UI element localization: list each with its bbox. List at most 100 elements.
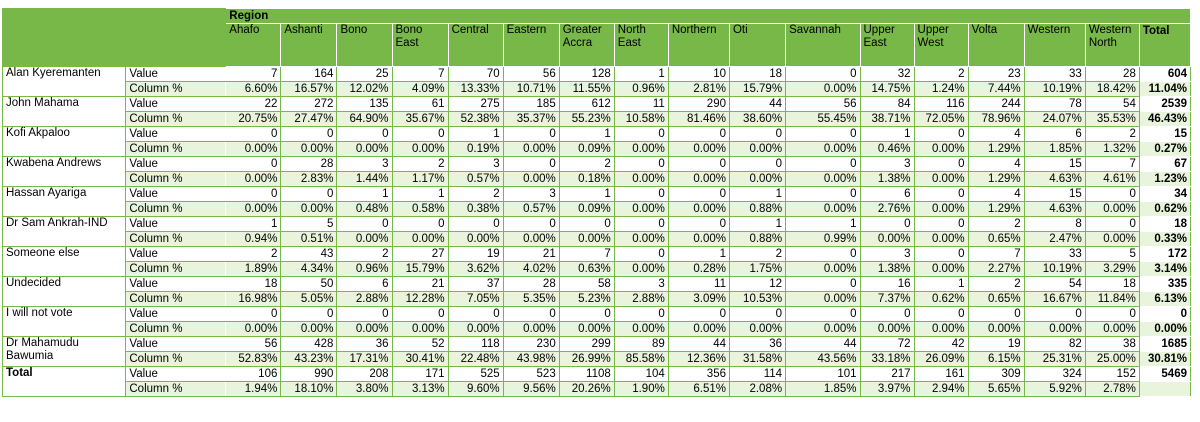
percent-cell: 1.85% [785,381,861,397]
value-cell: 1 [728,216,787,232]
value-cell: 44 [785,336,861,352]
percent-cell: 0.58% [391,201,449,217]
percent-cell: 0.65% [967,291,1025,307]
region-header: Western [1023,23,1086,67]
percent-cell: 0.00% [391,141,449,157]
percent-cell: 0.00% [913,201,969,217]
percent-cell: 0.00% [613,201,669,217]
value-cell: 36 [728,336,787,352]
table-row: Kofi Akpaloo Value 0 0 0 0 1 0 1 0 0 0 0 1 0 4 6 2 15 [1,126,1192,157]
value-cell: 2 [967,216,1025,232]
percent-cell: 4.02% [502,261,560,277]
percent-cell: 15.79% [391,261,449,277]
percent-cell: 13.33% [447,81,504,97]
percent-cell: 27.47% [280,111,338,127]
value-cell: 2 [728,246,787,262]
value-cell: 2 [225,246,282,262]
table-row: Alan Kyeremanten Value 7 164 25 7 70 56 128 1 10 18… [1,66,1192,97]
candidate-name: Undecided [1,276,127,307]
percent-cell: 14.75% [859,81,915,97]
percent-cell: 2.83% [280,171,338,187]
value-cell: 52 [391,336,449,352]
value-cell: 37 [447,276,504,292]
value-cell: 128 [558,66,615,82]
metric-label: Column % [125,81,227,97]
value-cell: 27 [391,246,449,262]
percent-cell: 5.35% [502,291,560,307]
metric-label: Column % [125,261,227,277]
value-cell: 19 [967,336,1025,352]
table-row: Someone else Value 2 43 2 27 19 21 7 0 1 2 0 3 0 7 33 5 17… [1,246,1192,277]
value-cell: 6 [336,276,393,292]
percent-cell: 0.09% [558,141,615,157]
percent-cell: 6.15% [967,351,1025,367]
metric-label: Value [125,186,227,202]
value-cell: 612 [558,96,615,112]
value-cell: 23 [967,66,1025,82]
percent-cell: 0.00% [613,321,669,337]
percent-cell: 3.13% [391,381,449,397]
value-cell: 1 [391,186,449,202]
percent-cell: 10.71% [502,81,560,97]
value-cell: 0 [913,306,969,322]
value-cell: 0 [613,156,669,172]
percent-cell: 7.37% [859,291,915,307]
value-cell: 15 [1023,156,1086,172]
value-cell: 3 [502,186,560,202]
value-cell: 28 [280,156,338,172]
value-cell: 217 [859,366,915,382]
percent-cell: 78.96% [967,111,1025,127]
value-cell: 0 [225,126,282,142]
value-cell: 44 [728,96,787,112]
candidate-name: Hassan Ayariga [1,186,127,217]
region-header: Ashanti [280,23,338,67]
table-row: Hassan Ayariga Value 0 0 1 1 2 3 1 0 0 1 0 6 0 4 15 0 34 [1,186,1192,217]
percent-cell: 0.00% [1084,231,1140,247]
percent-cell: 0.00% [785,171,861,187]
value-cell: 16 [859,276,915,292]
total-percent-cell: 30.81% [1138,351,1192,367]
value-cell: 43 [280,246,338,262]
metric-label: Column % [125,111,227,127]
value-cell: 0 [1084,216,1140,232]
value-cell: 89 [613,336,669,352]
percent-cell: 0.00% [967,321,1025,337]
percent-cell: 1.38% [859,171,915,187]
value-cell: 0 [502,126,560,142]
value-cell: 135 [336,96,393,112]
percent-cell: 55.45% [785,111,861,127]
value-cell: 0 [502,156,560,172]
table-row: Dr Sam Ankrah-IND Value 1 5 0 0 0 0 0 0 0 1 1 0 0 2 8 0 18 [1,216,1192,247]
table-body: Alan Kyeremanten Value 7 164 25 7 70 56 128 1 10 18… [1,66,1192,397]
percent-cell: 0.00% [728,171,787,187]
value-cell: 0 [785,246,861,262]
value-cell: 42 [913,336,969,352]
total-value-cell: 67 [1138,156,1192,172]
value-cell: 33 [1023,246,1086,262]
value-cell: 114 [728,366,787,382]
percent-cell: 7.44% [967,81,1025,97]
percent-cell: 0.00% [336,141,393,157]
value-cell: 0 [785,276,861,292]
table-row: Column % 1.94% 18.10% 3.80% 3.13% 9.60% 9.56% 2… [3,381,1192,397]
percent-cell: 4.61% [1084,171,1140,187]
value-cell: 38 [1084,336,1140,352]
percent-cell: 0.00% [785,261,861,277]
candidate-name: Alan Kyeremanten [1,66,127,97]
value-cell: 25 [336,66,393,82]
value-cell: 208 [336,366,393,382]
metric-label: Column % [125,231,227,247]
value-cell: 6 [1023,126,1086,142]
value-cell: 1 [667,246,730,262]
percent-cell: 0.51% [280,231,338,247]
value-cell: 0 [1023,306,1086,322]
region-title: Region [225,8,1191,24]
value-cell: 32 [859,66,915,82]
percent-cell: 6.51% [667,381,730,397]
percent-cell: 0.28% [667,261,730,277]
value-cell: 7 [1084,156,1140,172]
value-cell: 0 [225,306,282,322]
region-header: Western North [1084,23,1140,67]
percent-cell: 10.19% [1023,81,1086,97]
metric-label: Value [125,216,227,232]
